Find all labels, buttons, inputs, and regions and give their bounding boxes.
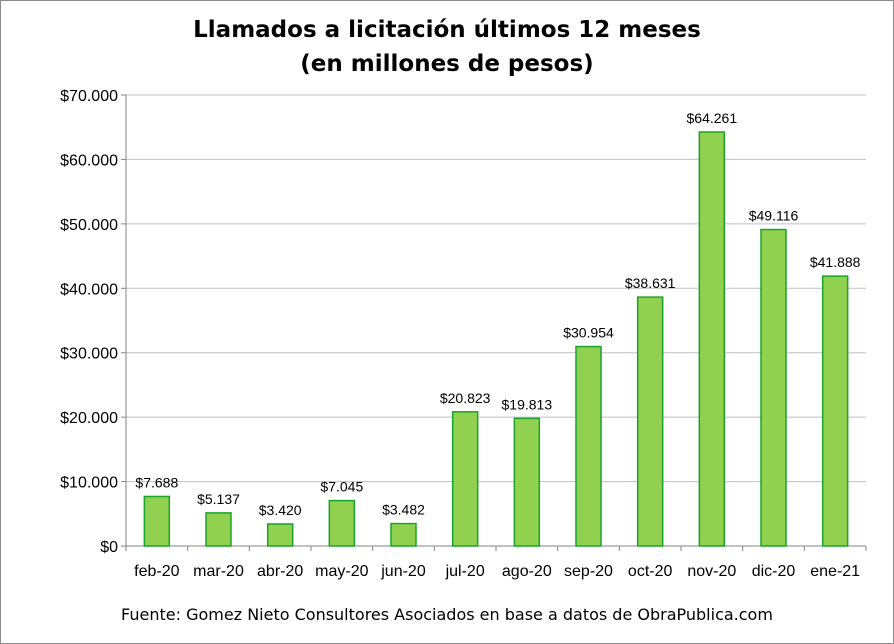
bar [698, 131, 726, 547]
data-label: $7.688 [135, 474, 178, 490]
x-tick-label: dic-20 [752, 563, 796, 580]
bar [266, 523, 294, 547]
data-label: $49.116 [749, 208, 799, 224]
x-tick-label: jun-20 [380, 563, 426, 580]
x-tick-label: abr-20 [257, 563, 303, 580]
bar [760, 228, 787, 547]
chart-title: Llamados a licitación últimos 12 meses (… [1, 13, 893, 81]
bar [821, 275, 849, 547]
y-tick-label: $10.000 [60, 475, 118, 492]
x-tick-label: jul-20 [445, 563, 485, 580]
x-tick-label: may-20 [315, 563, 368, 580]
bar [513, 417, 541, 547]
data-label: $7.045 [320, 479, 363, 495]
data-label: $64.261 [687, 110, 738, 126]
chart-title-line-2: (en millones de pesos) [300, 51, 594, 77]
data-label: $3.420 [259, 502, 302, 518]
x-tick-label: oct-20 [628, 563, 673, 580]
data-label: $20.823 [440, 390, 491, 406]
bar [390, 522, 417, 547]
y-tick-label: $0 [100, 539, 118, 556]
data-label: $38.631 [625, 275, 676, 291]
bar [143, 495, 171, 547]
bar [575, 345, 602, 547]
y-tick-label: $50.000 [60, 217, 118, 234]
bar [636, 296, 664, 547]
y-tick-label: $60.000 [60, 152, 118, 169]
y-tick-label: $70.000 [60, 88, 118, 105]
data-label: $3.482 [382, 502, 425, 518]
y-tick-label: $40.000 [60, 281, 118, 298]
x-tick-label: mar-20 [193, 563, 244, 580]
bar [205, 512, 232, 547]
bar [328, 499, 356, 547]
bar [451, 411, 479, 547]
x-tick-label: nov-20 [687, 563, 736, 580]
x-tick-label: sep-20 [564, 563, 613, 580]
x-tick-label: ene-21 [810, 563, 860, 580]
data-label: $19.813 [502, 396, 553, 412]
chart-title-line-1: Llamados a licitación últimos 12 meses [193, 17, 701, 43]
data-label: $30.954 [563, 325, 614, 341]
x-tick-label: ago-20 [502, 563, 552, 580]
data-label: $5.137 [197, 491, 240, 507]
data-label: $41.888 [810, 254, 861, 270]
source-note: Fuente: Gomez Nieto Consultores Asociado… [121, 605, 773, 624]
bar-chart: $0 $10.000 $20.000 $30.000 $40.000 $50.000 $60… [60, 88, 867, 580]
x-tick-label: feb-20 [134, 563, 179, 580]
y-tick-label: $30.000 [60, 346, 118, 363]
y-tick-label: $20.000 [60, 410, 118, 427]
